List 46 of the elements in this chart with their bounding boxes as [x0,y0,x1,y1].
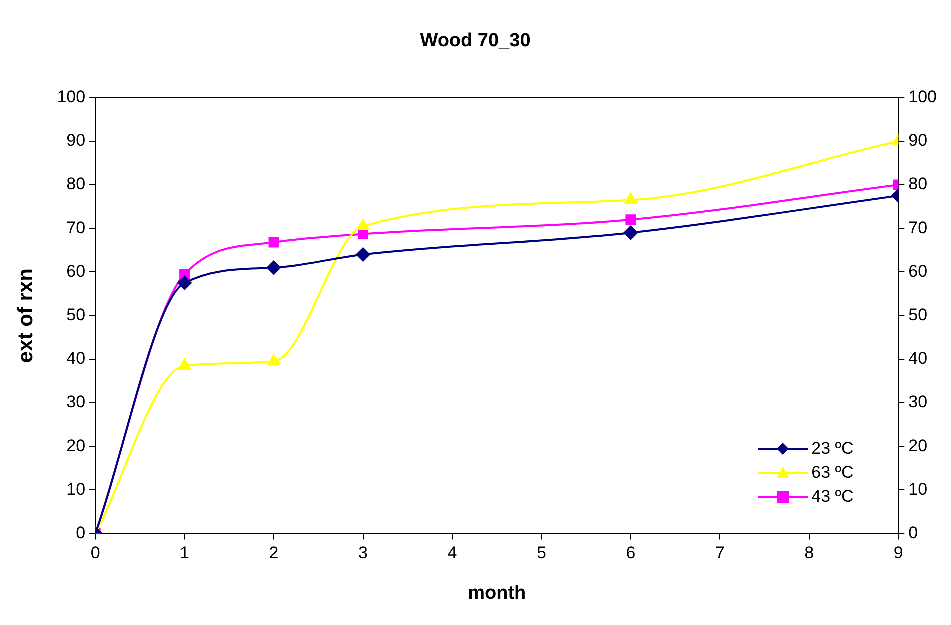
point [268,354,280,366]
y2-tick-label: 30 [908,392,928,412]
y2-tick-label: 80 [908,174,928,194]
y2-tick-label: 90 [908,131,928,150]
point [178,276,192,290]
y-tick-label: 50 [66,305,86,324]
point [356,248,370,262]
y2-tick-label: 50 [908,305,928,324]
x-tick-label: 9 [894,544,904,563]
y-tick-label: 0 [76,523,86,542]
y-tick-label: 80 [66,174,86,194]
y2-tick-label: 20 [908,436,928,456]
point [178,358,191,370]
point [267,260,282,275]
y-tick-label: 60 [66,262,86,281]
chart-title: Wood 70_30 [420,30,531,52]
x-tick-label: 3 [358,544,368,563]
legend-label: 23 ºC [812,438,854,460]
y2-tick-label: 0 [908,523,918,542]
y-axis-title: ext of rxn [14,268,38,364]
x-tick-label: 6 [626,544,636,563]
y2-tick-label: 100 [908,87,938,106]
y-tick-label: 20 [66,436,86,456]
y-tick-label: 100 [57,87,86,106]
x-tick-label: 4 [448,544,458,563]
point [626,214,636,226]
y-tick-label: 30 [66,392,86,412]
x-tick-label: 7 [715,544,725,563]
x-tick-label: 1 [180,544,190,563]
point [268,237,280,248]
y2-tick-label: 10 [908,480,928,499]
y2-tick-label: 40 [908,349,928,368]
x-tick-label: 8 [804,544,814,563]
y-tick-label: 40 [66,349,86,368]
legend-label: 43 ºC [812,486,854,508]
y2-tick-label: 60 [908,262,928,281]
point [624,226,638,240]
x-tick-label: 5 [536,544,546,563]
y2-tick-label: 70 [908,218,928,238]
x-tick-label: 0 [90,544,100,563]
y-tick-label: 90 [66,131,86,150]
y-tick-label: 70 [66,218,86,238]
legend-label: 63 ºC [812,462,854,484]
x-tick-label: 2 [269,544,279,563]
y-tick-label: 10 [66,480,86,499]
x-axis-title: month [468,582,526,604]
